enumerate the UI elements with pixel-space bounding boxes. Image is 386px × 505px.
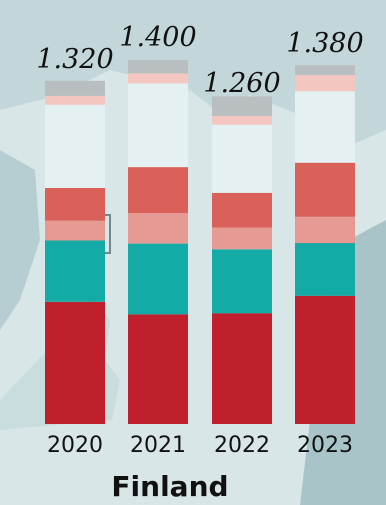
year-label-2022: 2022 xyxy=(214,433,270,458)
total-label-2022: 1.260 xyxy=(203,68,280,99)
bar-segment-2020-3 xyxy=(45,187,105,221)
bars-layer xyxy=(45,60,355,424)
bar-segment-2022-2 xyxy=(212,227,272,250)
bar-segment-2023-2 xyxy=(295,216,355,244)
bar-segment-2021-2 xyxy=(128,213,188,244)
year-label-2023: 2023 xyxy=(297,433,353,458)
bar-segment-2023-3 xyxy=(295,162,355,217)
bar-segment-2023-4 xyxy=(295,91,355,163)
bar-segment-2021-1 xyxy=(128,243,188,315)
bar-segment-2020-5 xyxy=(45,95,105,105)
bar-segment-2022-1 xyxy=(212,249,272,314)
bar-segment-2021-5 xyxy=(128,73,188,84)
bar-segment-2021-6 xyxy=(128,60,188,74)
bar-segment-2023-1 xyxy=(295,243,355,296)
total-label-2021: 1.400 xyxy=(119,22,196,53)
bar-segment-2020-6 xyxy=(45,80,105,96)
total-label-2020: 1.320 xyxy=(36,44,113,75)
year-label-2021: 2021 xyxy=(130,433,186,458)
bar-segment-2020-0 xyxy=(45,301,105,424)
bar-segment-2022-6 xyxy=(212,96,272,116)
map-landmass-west xyxy=(0,150,40,330)
map-landmass xyxy=(0,0,386,150)
bar-segment-2020-1 xyxy=(45,240,105,302)
bar-segment-2021-4 xyxy=(128,83,188,168)
total-label-2023: 1.380 xyxy=(286,28,363,59)
bar-segment-2022-0 xyxy=(212,313,272,424)
country-label: Finland xyxy=(111,470,228,503)
bar-segment-2021-0 xyxy=(128,314,188,424)
year-label-2020: 2020 xyxy=(47,433,103,458)
bar-segment-2023-0 xyxy=(295,295,355,424)
bar-segment-2022-3 xyxy=(212,192,272,228)
bar-segment-2022-4 xyxy=(212,124,272,193)
bar-segment-2023-6 xyxy=(295,65,355,76)
bar-segment-2021-3 xyxy=(128,167,188,214)
bar-segment-2023-5 xyxy=(295,75,355,92)
year-labels-layer: 2020 2021 2022 2023 xyxy=(47,433,353,458)
bar-segment-2022-5 xyxy=(212,115,272,125)
bar-segment-2020-2 xyxy=(45,220,105,241)
bar-segment-2020-4 xyxy=(45,104,105,188)
